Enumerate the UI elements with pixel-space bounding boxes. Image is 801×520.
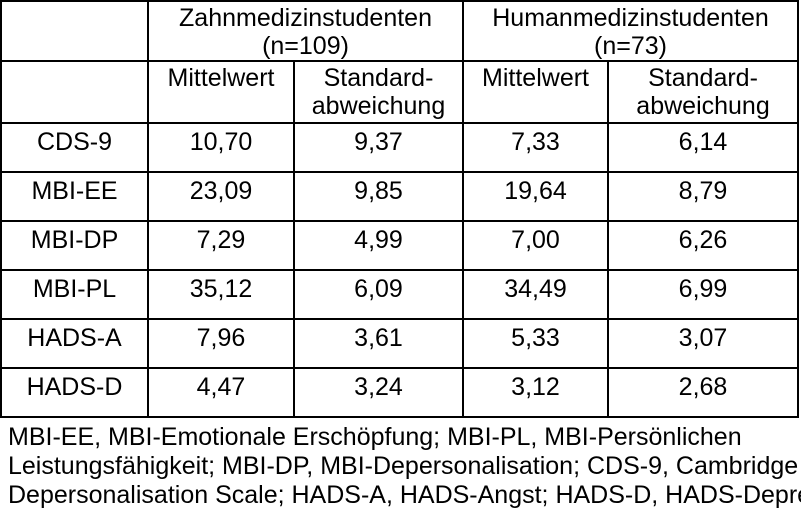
value-cell: 7,33 (462, 122, 610, 173)
value-cell: 3,24 (292, 367, 465, 418)
group-header-humanmedizin: Humanmedizinstudenten (n=73) (462, 0, 800, 62)
col-header-mean-human: Mittelwert (462, 60, 610, 124)
value-cell: 6,14 (607, 122, 800, 173)
row-label: MBI-DP (0, 220, 149, 271)
group-header-zahnmedizin: Zahnmedizinstudenten (n=109) (146, 0, 465, 62)
row-label: MBI-PL (0, 269, 149, 320)
col-header-sd-human-line2: abweichung (636, 92, 770, 120)
col-header-sd-zahn: Standard- abweichung (292, 60, 465, 124)
table-row-cds9: CDS-9 10,70 9,37 7,33 6,14 (0, 122, 800, 173)
value-cell: 4,47 (147, 367, 295, 418)
row-label: MBI-EE (0, 171, 149, 222)
group-title-zahnmedizin: Zahnmedizinstudenten (179, 4, 432, 32)
col-header-sd-human: Standard- abweichung (607, 60, 800, 124)
value-cell: 6,09 (292, 269, 465, 320)
group-n-humanmedizin: (n=73) (594, 32, 667, 60)
col-header-sd-zahn-line1: Standard- (323, 64, 434, 92)
value-cell: 8,79 (607, 171, 800, 222)
value-cell: 7,29 (147, 220, 295, 271)
row-label: HADS-A (0, 318, 149, 369)
value-cell: 10,70 (147, 122, 295, 173)
table-row-hads-a: HADS-A 7,96 3,61 5,33 3,07 (0, 318, 800, 369)
value-cell: 19,64 (462, 171, 610, 222)
group-header-row: Zahnmedizinstudenten (n=109) Humanmedizi… (0, 0, 800, 62)
footnote-line-3: Depersonalisation Scale; HADS-A, HADS-An… (8, 480, 801, 509)
group-n-zahnmedizin: (n=109) (262, 32, 349, 60)
value-cell: 35,12 (147, 269, 295, 320)
value-cell: 3,61 (292, 318, 465, 369)
value-cell: 7,96 (147, 318, 295, 369)
value-cell: 5,33 (462, 318, 610, 369)
col-header-sd-human-line1: Standard- (648, 64, 758, 92)
value-cell: 2,68 (607, 367, 800, 418)
value-cell: 7,00 (462, 220, 610, 271)
value-cell: 34,49 (462, 269, 610, 320)
value-cell: 3,12 (462, 367, 610, 418)
abbreviations-footnote: MBI-EE, MBI-Emotionale Erschöpfung; MBI-… (0, 418, 801, 509)
table-row-mbi-dp: MBI-DP 7,29 4,99 7,00 6,26 (0, 220, 800, 271)
group-title-humanmedizin: Humanmedizinstudenten (492, 4, 769, 32)
value-cell: 4,99 (292, 220, 465, 271)
value-cell: 9,37 (292, 122, 465, 173)
column-header-row: Mittelwert Standard- abweichung Mittelwe… (0, 60, 800, 124)
table-row-mbi-pl: MBI-PL 35,12 6,09 34,49 6,99 (0, 269, 800, 320)
corner-empty-cell (0, 0, 149, 62)
col-header-sd-zahn-line2: abweichung (311, 92, 446, 120)
students-statistics-table: Zahnmedizinstudenten (n=109) Humanmedizi… (0, 0, 800, 418)
footnote-line-2: Leistungsfähigkeit; MBI-DP, MBI-Deperson… (8, 451, 799, 480)
value-cell: 6,99 (607, 269, 800, 320)
col-header-mean-zahn: Mittelwert (147, 60, 295, 124)
footnote-line-1: MBI-EE, MBI-Emotionale Erschöpfung; MBI-… (8, 423, 742, 451)
value-cell: 6,26 (607, 220, 800, 271)
value-cell: 9,85 (292, 171, 465, 222)
value-cell: 3,07 (607, 318, 800, 369)
table-row-mbi-ee: MBI-EE 23,09 9,85 19,64 8,79 (0, 171, 800, 222)
row-label: HADS-D (0, 367, 149, 418)
row-label: CDS-9 (0, 122, 149, 173)
corner-empty-cell-2 (0, 60, 149, 124)
value-cell: 23,09 (147, 171, 295, 222)
table-row-hads-d: HADS-D 4,47 3,24 3,12 2,68 (0, 367, 800, 418)
